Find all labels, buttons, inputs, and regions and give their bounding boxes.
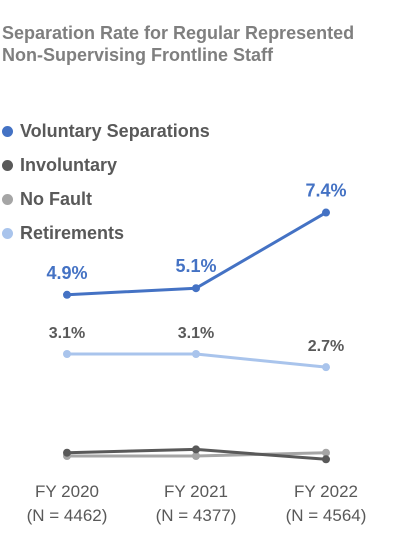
data-label-retirements-2: 2.7%: [308, 338, 344, 355]
x-tick-category: FY 2022: [294, 482, 358, 501]
legend-marker-voluntary: [2, 125, 13, 137]
data-point-voluntary-separations-0: [63, 290, 71, 299]
legend-marker-involuntary: [2, 159, 13, 171]
legend-item-involuntary: Involuntary: [2, 148, 210, 182]
data-point-no-fault-2: [322, 448, 330, 457]
chart-title: Separation Rate for Regular Represented …: [2, 22, 402, 66]
legend-item-no-fault: No Fault: [2, 182, 210, 216]
legend-label-no-fault: No Fault: [20, 188, 92, 209]
legend-marker-retirements: [2, 227, 13, 239]
legend: Voluntary Separations Involuntary No Fau…: [2, 114, 210, 250]
x-tick-category: FY 2021: [164, 482, 228, 501]
data-label-retirements-1: 3.1%: [178, 325, 214, 342]
data-point-involuntary-0: [63, 448, 71, 457]
legend-marker-no-fault: [2, 193, 13, 205]
data-point-voluntary-separations-1: [192, 284, 200, 293]
x-tick-sublabel: (N = 4462): [26, 506, 108, 525]
x-tick-label-fy2022: FY 2022 (N = 4564): [261, 480, 391, 528]
x-tick-sublabel: (N = 4377): [155, 506, 237, 525]
data-point-involuntary-2: [322, 455, 330, 464]
data-point-retirements-2: [322, 363, 330, 372]
series-line-voluntary-separations: [66, 211, 327, 297]
legend-label-voluntary: Voluntary Separations: [20, 120, 210, 141]
legend-item-voluntary: Voluntary Separations: [2, 114, 210, 148]
x-axis-labels: FY 2020 (N = 4462) FY 2021 (N = 4377) FY…: [0, 480, 405, 540]
legend-item-retirements: Retirements: [2, 216, 210, 250]
data-label-retirements-0: 3.1%: [49, 325, 85, 342]
data-label-voluntary-separations-0: 4.9%: [46, 263, 87, 283]
data-point-retirements-1: [192, 350, 200, 359]
data-point-retirements-0: [63, 350, 71, 359]
data-label-voluntary-separations-1: 5.1%: [175, 256, 216, 276]
data-point-no-fault-1: [192, 452, 200, 460]
chart-title-line-2: Non-Supervising Frontline Staff: [2, 45, 274, 65]
data-point-voluntary-separations-2: [322, 208, 330, 217]
x-tick-category: FY 2020: [35, 482, 99, 501]
x-tick-label-fy2020: FY 2020 (N = 4462): [2, 480, 132, 528]
x-tick-label-fy2021: FY 2021 (N = 4377): [131, 480, 261, 528]
legend-label-retirements: Retirements: [20, 222, 125, 243]
legend-label-involuntary: Involuntary: [20, 154, 118, 175]
chart-title-line-1: Separation Rate for Regular Represented: [2, 23, 355, 43]
data-label-voluntary-separations-2: 7.4%: [305, 181, 346, 201]
x-tick-sublabel: (N = 4564): [285, 506, 367, 525]
data-point-involuntary-1: [192, 445, 200, 454]
